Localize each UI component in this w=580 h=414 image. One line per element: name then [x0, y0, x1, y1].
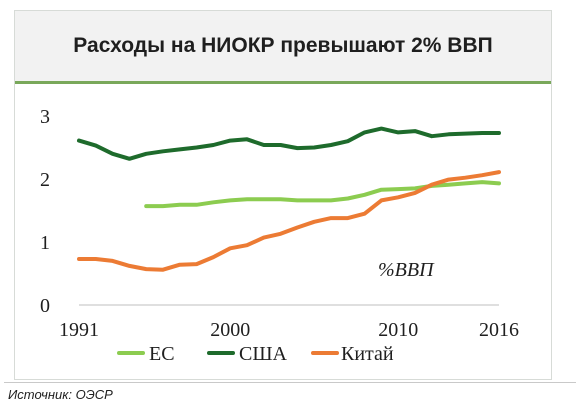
chart-card: Расходы на НИОКР превышают 2% ВВП 0 1 2 3 19… — [14, 10, 552, 380]
source-note: Источник: ОЭСР — [8, 387, 113, 402]
legend-label: США — [239, 343, 288, 365]
title-band: Расходы на НИОКР превышают 2% ВВП — [15, 11, 551, 84]
legend-label: ЕС — [149, 343, 175, 365]
source-divider — [4, 382, 576, 383]
x-tick-label: 1991 — [59, 319, 99, 341]
x-tick-label: 2000 — [210, 319, 250, 341]
x-tick-label: 2016 — [479, 319, 519, 341]
y-tick-label: 2 — [40, 169, 50, 191]
series-line — [77, 126, 501, 161]
series-line — [77, 170, 501, 272]
y-tick-label: 3 — [40, 106, 50, 128]
chart-annotation: %ВВП — [378, 259, 435, 281]
chart-title: Расходы на НИОКР превышают 2% ВВП — [73, 34, 493, 57]
series-line — [144, 180, 501, 209]
y-tick-label: 1 — [40, 232, 50, 254]
line-chart: 0 1 2 3 1991 2000 2010 2016 %ВВП ЕС США Китай — [40, 106, 519, 365]
legend-label: Китай — [341, 343, 394, 365]
y-tick-label: 0 — [40, 295, 50, 317]
x-tick-label: 2010 — [378, 319, 418, 341]
